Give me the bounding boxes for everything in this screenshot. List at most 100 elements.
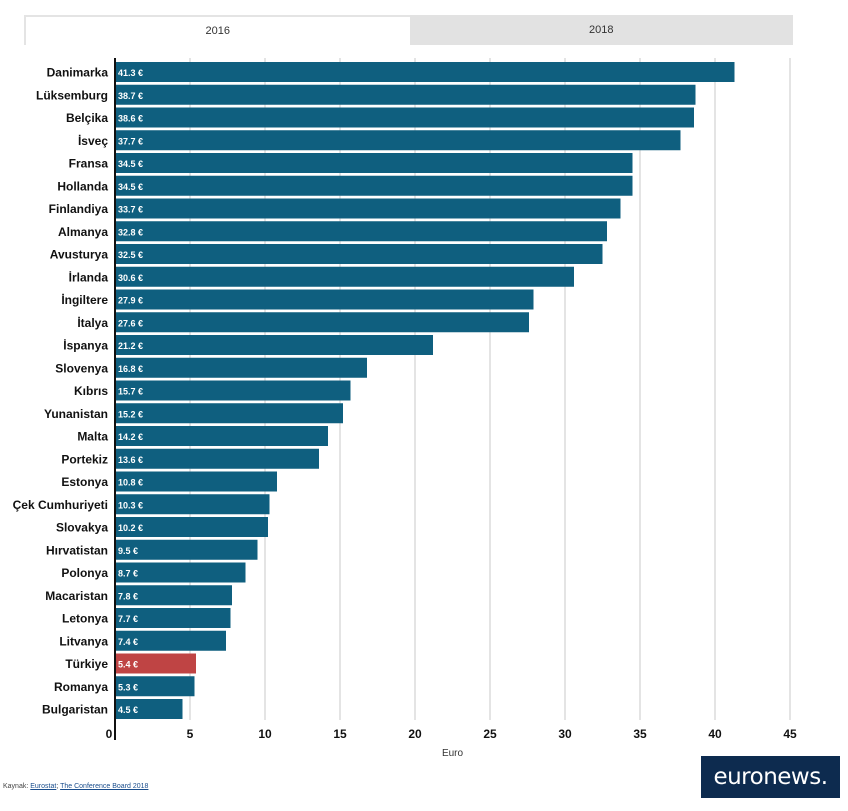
category-label-7: Almanya <box>58 225 108 239</box>
value-label-12: 21.2 € <box>118 341 143 351</box>
category-label-26: Türkiye <box>65 657 108 671</box>
source-note: Kaynak: Eurostat; The Conference Board 2… <box>3 783 149 790</box>
value-label-26: 5.4 € <box>118 660 138 670</box>
bar-21 <box>115 539 258 560</box>
value-label-19: 10.3 € <box>118 500 143 510</box>
bar-9 <box>115 266 574 287</box>
value-label-0: 41.3 € <box>118 68 143 78</box>
category-label-28: Bulgaristan <box>42 703 108 717</box>
category-label-17: Portekiz <box>61 452 108 466</box>
value-label-3: 37.7 € <box>118 136 143 146</box>
category-label-4: Fransa <box>69 157 109 171</box>
value-label-25: 7.4 € <box>118 637 138 647</box>
bar-14 <box>115 380 351 401</box>
value-label-4: 34.5 € <box>118 159 143 169</box>
bar-22 <box>115 562 246 583</box>
category-label-21: Hırvatistan <box>46 543 108 557</box>
x-tick-label-5: 5 <box>187 727 194 741</box>
category-label-22: Polonya <box>61 566 108 580</box>
value-label-6: 33.7 € <box>118 205 143 215</box>
bar-6 <box>115 198 621 219</box>
bar-15 <box>115 403 343 424</box>
tab-2018[interactable]: 2018 <box>409 15 793 45</box>
x-tick-label-15: 15 <box>333 727 347 741</box>
bar-11 <box>115 312 529 333</box>
bar-chart: 41.3 € Danimarka 38.7 € Lüksemburg 38.6 € Bel… <box>13 58 797 759</box>
value-label-8: 32.5 € <box>118 250 143 260</box>
value-label-22: 8.7 € <box>118 569 138 579</box>
x-tick-label-35: 35 <box>633 727 647 741</box>
bar-28 <box>115 699 183 719</box>
bar-4 <box>115 153 633 173</box>
category-label-12: İspanya <box>63 338 108 353</box>
value-label-9: 30.6 € <box>118 273 143 283</box>
year-tabs: 2016 2018 <box>24 15 793 45</box>
bar-19 <box>115 494 270 515</box>
bar-8 <box>115 244 603 264</box>
value-label-24: 7.7 € <box>118 614 138 624</box>
value-label-11: 27.6 € <box>118 318 143 328</box>
bar-18 <box>115 471 277 492</box>
bar-26 <box>115 653 196 674</box>
tab-2016[interactable]: 2016 <box>24 15 410 45</box>
category-label-13: Slovenya <box>55 361 108 375</box>
category-label-19: Çek Cumhuriyeti <box>13 498 108 512</box>
value-label-18: 10.8 € <box>118 478 143 488</box>
x-axis-title: Euro <box>442 748 464 759</box>
bar-23 <box>115 585 232 606</box>
category-label-6: Finlandiya <box>49 202 109 216</box>
value-label-28: 4.5 € <box>118 705 138 715</box>
bar-20 <box>115 517 268 537</box>
bar-27 <box>115 676 195 697</box>
bar-10 <box>115 289 534 310</box>
bar-24 <box>115 608 231 628</box>
source-link-eurostat[interactable]: Eurostat <box>30 783 57 790</box>
bar-7 <box>115 221 607 242</box>
category-label-18: Estonya <box>61 475 108 489</box>
category-label-14: Kıbrıs <box>74 384 108 398</box>
bar-12 <box>115 335 433 355</box>
category-label-16: Malta <box>77 430 108 444</box>
value-label-20: 10.2 € <box>118 523 143 533</box>
value-label-7: 32.8 € <box>118 227 143 237</box>
logo-text: euronews. <box>713 764 828 790</box>
bar-25 <box>115 630 226 651</box>
category-label-1: Lüksemburg <box>36 88 108 102</box>
value-label-15: 15.2 € <box>118 409 143 419</box>
value-label-23: 7.8 € <box>118 591 138 601</box>
category-label-2: Belçika <box>66 111 108 125</box>
category-label-10: İngiltere <box>61 292 108 307</box>
bar-2 <box>115 107 694 128</box>
value-label-2: 38.6 € <box>118 114 143 124</box>
bar-13 <box>115 357 367 378</box>
bar-16 <box>115 426 328 446</box>
category-label-25: Litvanya <box>59 634 108 648</box>
source-prefix: Kaynak: <box>3 783 29 790</box>
euronews-logo: euronews. <box>701 756 840 798</box>
x-tick-label-0: 0 <box>106 727 113 741</box>
x-tick-label-40: 40 <box>708 727 722 741</box>
bar-3 <box>115 130 681 151</box>
category-label-20: Slovakya <box>56 521 108 535</box>
category-label-8: Avusturya <box>50 248 109 262</box>
value-label-5: 34.5 € <box>118 182 143 192</box>
category-label-3: İsveç <box>78 133 108 148</box>
category-label-27: Romanya <box>54 680 108 694</box>
x-tick-label-10: 10 <box>258 727 272 741</box>
bar-1 <box>115 84 696 105</box>
bar-5 <box>115 175 633 196</box>
category-label-15: Yunanistan <box>44 407 108 421</box>
value-label-16: 14.2 € <box>118 432 143 442</box>
value-label-1: 38.7 € <box>118 91 143 101</box>
x-tick-label-45: 45 <box>783 727 797 741</box>
value-label-27: 5.3 € <box>118 682 138 692</box>
category-label-24: Letonya <box>62 612 108 626</box>
bar-0 <box>115 62 735 82</box>
category-label-0: Danimarka <box>47 66 109 80</box>
category-label-5: Hollanda <box>57 179 108 193</box>
x-tick-label-20: 20 <box>408 727 422 741</box>
category-label-9: İrlanda <box>69 269 109 284</box>
x-tick-label-25: 25 <box>483 727 497 741</box>
source-link-conference-board[interactable]: The Conference Board 2018 <box>60 783 149 790</box>
value-label-21: 9.5 € <box>118 546 138 556</box>
